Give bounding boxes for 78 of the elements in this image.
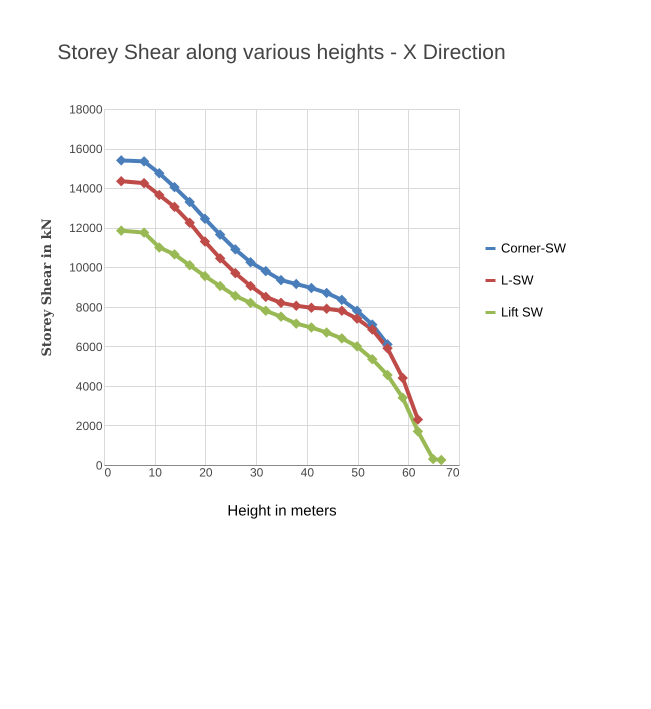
point bbox=[382, 370, 393, 380]
point bbox=[169, 182, 180, 192]
point bbox=[169, 249, 180, 260]
point bbox=[260, 266, 272, 276]
y-tick-label: 10000 bbox=[69, 260, 103, 275]
point bbox=[214, 253, 226, 264]
point bbox=[336, 294, 348, 306]
point bbox=[290, 318, 302, 329]
x-tick-label: 20 bbox=[199, 466, 213, 480]
point bbox=[352, 341, 362, 352]
x-tick-label: 60 bbox=[402, 466, 416, 480]
legend-label: L-SW bbox=[501, 272, 534, 288]
point bbox=[184, 217, 195, 228]
legend-label: Lift SW bbox=[501, 304, 544, 320]
point bbox=[154, 168, 165, 179]
point bbox=[306, 282, 317, 294]
point bbox=[321, 327, 332, 338]
x-tick-label: 50 bbox=[351, 466, 366, 480]
x-axis-title: Height in meters bbox=[227, 502, 337, 520]
y-tick-label: 6000 bbox=[76, 340, 103, 354]
point bbox=[367, 354, 378, 364]
point bbox=[154, 190, 165, 200]
point bbox=[290, 300, 302, 312]
y-tick-label: 8000 bbox=[76, 300, 103, 314]
point bbox=[276, 311, 286, 322]
point bbox=[116, 155, 126, 166]
point bbox=[412, 414, 424, 425]
point bbox=[397, 372, 408, 384]
point bbox=[306, 322, 317, 333]
point bbox=[412, 426, 424, 437]
point bbox=[154, 242, 165, 253]
point bbox=[245, 280, 256, 292]
point bbox=[245, 298, 256, 308]
y-tick-label: 16000 bbox=[69, 142, 103, 156]
point bbox=[336, 333, 348, 344]
point bbox=[214, 229, 226, 240]
point bbox=[276, 298, 286, 308]
point bbox=[200, 270, 210, 282]
point bbox=[290, 278, 302, 290]
y-tick-label: 12000 bbox=[69, 221, 103, 236]
point bbox=[230, 268, 241, 278]
point bbox=[214, 280, 226, 292]
x-tick-label: 70 bbox=[446, 466, 460, 480]
x-tick-label: 0 bbox=[104, 466, 112, 480]
point bbox=[428, 454, 438, 464]
point bbox=[260, 292, 272, 302]
x-tick-label: 40 bbox=[300, 466, 314, 480]
y-tick-label: 4000 bbox=[76, 379, 103, 394]
point bbox=[436, 454, 446, 466]
point bbox=[321, 288, 332, 298]
point bbox=[116, 225, 126, 236]
point bbox=[367, 324, 378, 335]
y-tick-label: 18000 bbox=[69, 102, 103, 116]
x-tick-label: 10 bbox=[148, 466, 162, 480]
point bbox=[230, 244, 241, 255]
point bbox=[200, 214, 210, 224]
legend-label: Corner-SW bbox=[501, 240, 567, 256]
point bbox=[336, 305, 348, 316]
y-tick-label: 14000 bbox=[69, 182, 103, 196]
y-axis-title: Storey Shear in kN bbox=[40, 218, 56, 356]
point bbox=[184, 260, 195, 270]
point bbox=[138, 227, 150, 238]
x-tick-label: 30 bbox=[250, 466, 264, 480]
point bbox=[230, 290, 241, 302]
point bbox=[397, 392, 408, 403]
point bbox=[184, 196, 195, 208]
point bbox=[245, 257, 256, 268]
point bbox=[260, 305, 272, 316]
point bbox=[352, 313, 362, 324]
point bbox=[382, 343, 393, 354]
point bbox=[169, 202, 180, 212]
point bbox=[352, 305, 362, 316]
point bbox=[276, 274, 286, 286]
chart-title: Storey Shear along various heights - X Direction bbox=[57, 41, 506, 64]
point bbox=[116, 176, 126, 186]
point bbox=[138, 178, 150, 188]
y-tick-label: 2000 bbox=[76, 418, 103, 433]
point bbox=[200, 236, 210, 247]
